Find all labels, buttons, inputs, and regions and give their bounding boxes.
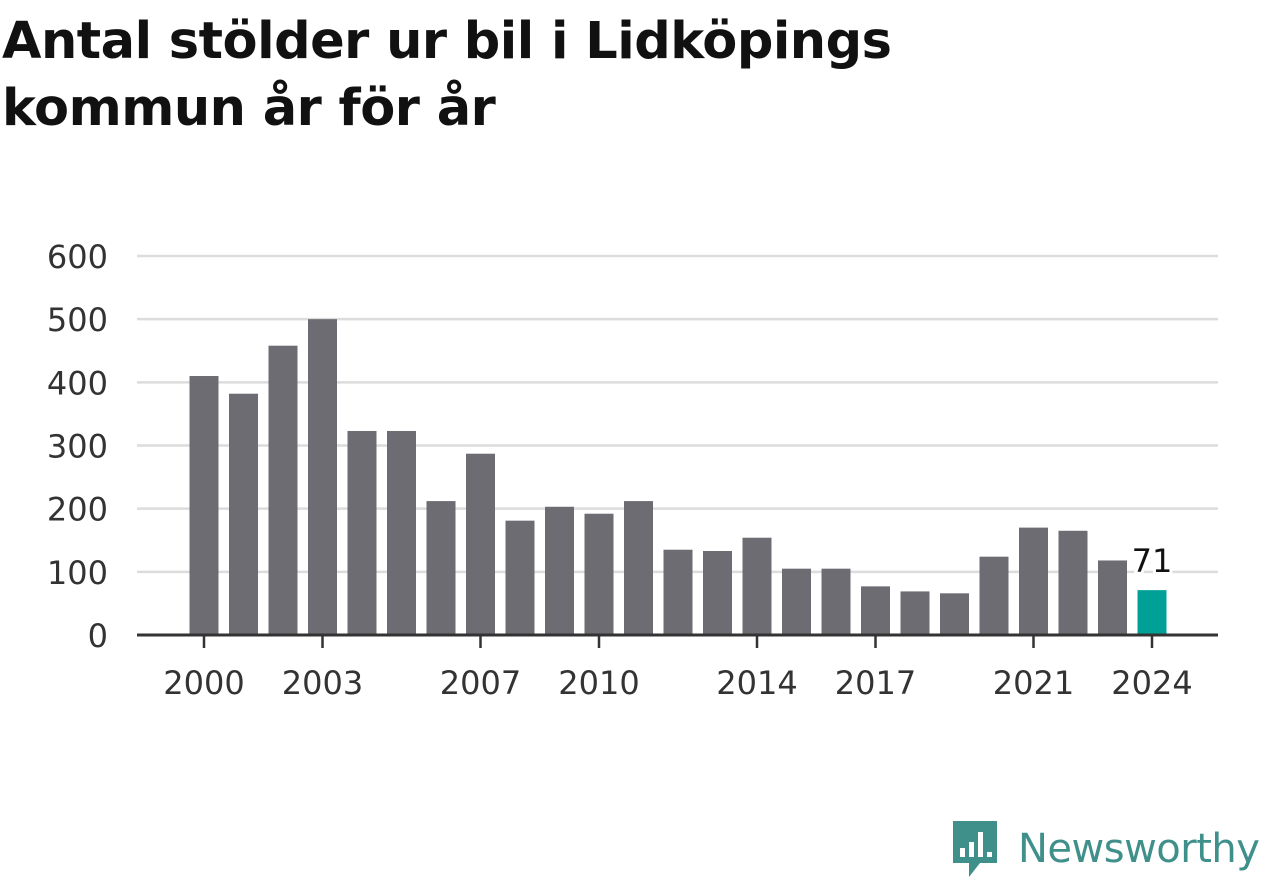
bar-2024 (1137, 590, 1167, 635)
x-tick-label-2003: 2003 (282, 664, 363, 702)
bar-2006 (426, 501, 456, 635)
bar-2010 (584, 513, 614, 635)
bar-2007 (466, 453, 495, 635)
bar-2020 (979, 556, 1009, 635)
bar-2023 (1098, 560, 1127, 635)
bar-2005 (387, 430, 416, 635)
x-tick-label-2014: 2014 (716, 664, 797, 702)
y-tick-label-600: 600 (47, 238, 108, 276)
bar-2019 (940, 593, 969, 635)
y-tick-label-500: 500 (47, 301, 108, 339)
bar-2012 (663, 549, 693, 635)
gridlines (137, 254, 1218, 574)
bar-2009 (545, 506, 574, 635)
bar-2008 (505, 520, 535, 635)
bar-2017 (861, 586, 890, 635)
x-tick-label-2007: 2007 (440, 664, 521, 702)
x-axis: 2000 2003 2007 2010 2014 2017 2021 2024 (137, 633, 1218, 702)
bar-2018 (900, 591, 930, 635)
bar-2022 (1058, 530, 1088, 635)
bar-2013 (703, 550, 732, 635)
bar-2003 (308, 319, 337, 635)
bar-2000 (189, 376, 219, 635)
bar-2016 (821, 568, 851, 635)
bar-2021 (1019, 527, 1048, 635)
y-tick-label-400: 400 (47, 364, 108, 402)
y-tick-label-300: 300 (47, 428, 108, 466)
x-tick-label-2024: 2024 (1111, 664, 1192, 702)
bar-2015 (782, 568, 811, 635)
x-tick-label-2000: 2000 (163, 664, 244, 702)
data-label-2024: 71 (1132, 542, 1173, 580)
bar-chart: 0 100 200 300 400 500 600 2000 2003 2007 2010 2014… (47, 238, 1218, 702)
x-tick-label-2017: 2017 (835, 664, 916, 702)
data-labels: 71 (1129, 539, 1176, 583)
bar-2002 (268, 345, 298, 635)
bar-2001 (229, 393, 258, 635)
y-tick-label-0: 0 (88, 617, 108, 655)
chart-title: Antal stölder ur bil i Lidköpings kommun… (2, 12, 892, 138)
y-tick-label-100: 100 (47, 554, 108, 592)
y-axis: 0 100 200 300 400 500 600 (47, 238, 108, 655)
x-tick-label-2021: 2021 (993, 664, 1074, 702)
newsworthy-logo-icon (953, 821, 997, 877)
bars (189, 319, 1167, 635)
newsworthy-brand: Newsworthy (950, 818, 1260, 880)
x-tick-label-2010: 2010 (558, 664, 639, 702)
bar-2011 (624, 501, 653, 635)
bar-2014 (742, 537, 772, 635)
brand-name: Newsworthy (1018, 826, 1260, 872)
bar-2004 (347, 430, 377, 635)
y-tick-label-200: 200 (47, 491, 108, 529)
